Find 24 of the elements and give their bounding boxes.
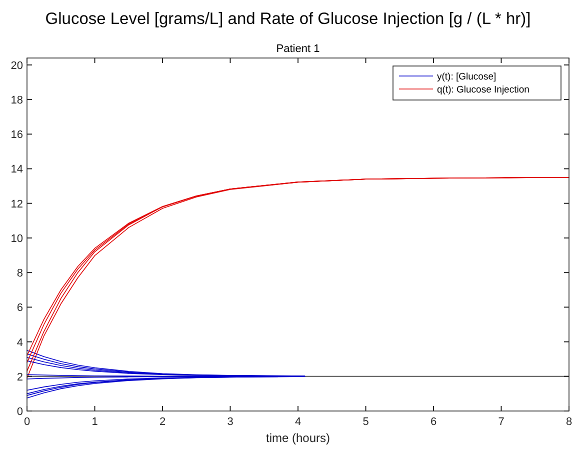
x-tick-label: 4: [294, 416, 302, 428]
x-axis-title: time (hours): [266, 431, 330, 445]
y-tick-label: 2: [16, 371, 23, 384]
x-tick-label: 8: [566, 416, 572, 428]
x-tick-label: 7: [498, 416, 504, 428]
x-tick-label: 1: [92, 416, 98, 428]
x-tick-label: 2: [159, 416, 166, 428]
y-tick-label: 12: [10, 198, 23, 210]
chart-title: Glucose Level [grams/L] and Rate of Glucose Injection [g / (L * hr)]: [45, 10, 531, 28]
y-tick-label: 8: [16, 268, 23, 280]
x-tick-label: 6: [430, 416, 437, 428]
y-tick-label: 6: [16, 302, 23, 314]
chart-subtitle: Patient 1: [276, 43, 320, 55]
y-tick-label: 20: [10, 60, 23, 72]
x-tick-label: 5: [362, 416, 369, 428]
y-tick-label: 16: [10, 129, 23, 142]
y-tick-label: 14: [10, 164, 23, 176]
y-tick-label: 18: [10, 94, 23, 107]
y-tick-label: 10: [10, 232, 23, 245]
x-tick-label: 3: [227, 416, 234, 428]
legend-label: q(t): Glucose Injection: [437, 84, 530, 96]
y-tick-label: 0: [16, 406, 23, 418]
legend-label: y(t): [Glucose]: [437, 72, 496, 82]
y-tick-label: 4: [16, 336, 23, 349]
